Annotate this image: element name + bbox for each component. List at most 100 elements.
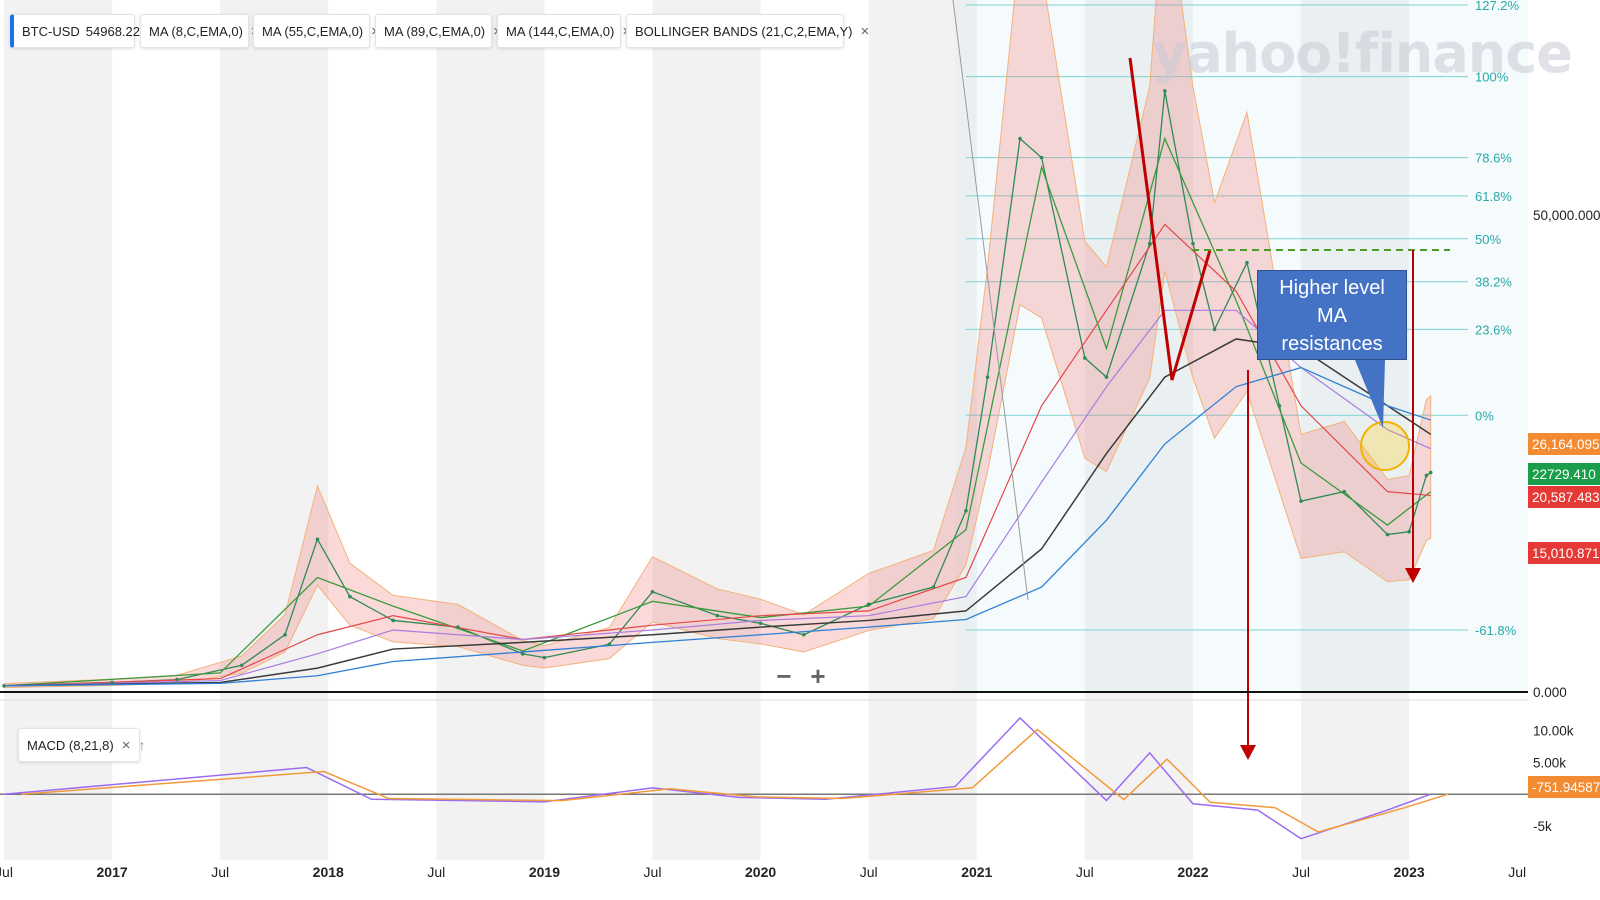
indicator-label: MA (8,C,EMA,0) [149, 23, 243, 39]
x-tick-label: 2020 [745, 864, 776, 880]
price-point [1424, 473, 1429, 478]
price-point [456, 625, 460, 629]
price-point [283, 632, 287, 637]
price-tag: 20,587.483 [1528, 486, 1600, 508]
fib-label: 127.2% [1475, 0, 1520, 13]
fibonacci-levels: 127.2% 100% 78.6% 61.8% 50% 38.2% 23.6% 0% -61.8… [965, 0, 1520, 638]
indicator-label: MA (89,C,EMA,0) [384, 23, 486, 39]
price-point [1212, 327, 1217, 332]
time-band [436, 0, 545, 860]
watermark-logo: yahoo!finance [1152, 22, 1573, 85]
price-point [866, 602, 871, 607]
x-tick-label: Jul [1292, 864, 1310, 880]
x-tick-label: Jul [1076, 864, 1094, 880]
price-point [1342, 489, 1347, 494]
price-point [1299, 499, 1303, 503]
price-point [1407, 529, 1411, 534]
arrow-up-icon[interactable]: ↑ [138, 737, 146, 753]
price-point [1385, 532, 1390, 537]
x-tick-label: 2022 [1177, 864, 1208, 880]
bollinger-band [3, 0, 1432, 689]
axes: 50,000.000 0.000 10.00k 5.00k -5k Jul 2017 Jul 2… [0, 208, 1600, 880]
callout-pointer [1355, 360, 1385, 428]
price-axis-label: 50,000.000 [1533, 208, 1600, 223]
indicator-chip-ma144[interactable]: MA (144,C,EMA,0) × [497, 14, 631, 48]
signal-line [21, 728, 1449, 833]
price-point [1245, 260, 1249, 265]
x-tick-label: Jul [427, 864, 445, 880]
x-tick-label: Jul [1508, 864, 1526, 880]
macd-axis-label: 10.00k [1533, 724, 1574, 739]
fib-label: -61.8% [1475, 623, 1517, 638]
time-band [652, 0, 761, 860]
series-lines [2, 0, 1433, 689]
price-point [650, 590, 655, 594]
x-tick-label: 2021 [961, 864, 992, 880]
price-point [1039, 155, 1044, 160]
price-point [1147, 241, 1152, 246]
price-point [931, 585, 936, 589]
zoom-out-button[interactable]: − [770, 661, 798, 691]
price-point [391, 618, 395, 623]
price-tag: 22729.410 [1528, 463, 1600, 485]
price-axis-label: 0.000 [1533, 685, 1567, 700]
fib-label: 100% [1475, 70, 1509, 85]
price-point [985, 375, 990, 379]
indicator-chip-ma8[interactable]: MA (8,C,EMA,0) × [140, 14, 260, 48]
fib-label: 0% [1475, 408, 1494, 423]
fib-label: 23.6% [1475, 322, 1512, 337]
price-point [315, 537, 320, 542]
close-icon[interactable]: × [860, 22, 870, 40]
price-point [542, 655, 547, 660]
fib-label: 38.2% [1475, 275, 1512, 290]
x-tick-label: 2018 [313, 864, 344, 880]
ticker-value: 54968.223 [85, 23, 148, 39]
price-point [348, 594, 352, 599]
series-line-1 [3, 136, 1432, 687]
x-tick-label: Jul [644, 864, 662, 880]
callout-line: MA [1317, 305, 1347, 327]
fib-label: 50% [1475, 232, 1501, 247]
series-line-5 [3, 366, 1431, 687]
price-point [802, 632, 806, 637]
background-bands [0, 0, 1528, 860]
price-tag: 15,010.871 [1528, 542, 1600, 564]
callout-line: resistances [1281, 333, 1383, 355]
price-point [1191, 241, 1195, 246]
x-tick-label: Jul [211, 864, 229, 880]
macd-axis-label: -5k [1533, 819, 1552, 834]
highlight-circle [1360, 421, 1410, 471]
price-point [1277, 403, 1282, 408]
price-point [110, 680, 114, 685]
price-point [2, 683, 6, 688]
time-band [4, 0, 113, 860]
indicator-label: MA (144,C,EMA,0) [506, 23, 615, 39]
ticker-chip[interactable]: BTC-USD 54968.223 [10, 14, 147, 48]
ticker-label: BTC-USD [22, 23, 80, 39]
callout-line: Higher level [1279, 277, 1385, 299]
macd-label: MACD (8,21,8) [27, 737, 114, 753]
indicator-chip-ma89[interactable]: MA (89,C,EMA,0) × [375, 14, 502, 48]
x-tick-label: 2017 [97, 864, 128, 880]
zoom-in-button[interactable]: + [804, 661, 832, 691]
x-tick-label: Jul [860, 864, 878, 880]
time-band [1301, 0, 1410, 860]
indicator-chip-bollinger[interactable]: BOLLINGER BANDS (21,C,2,EMA,Y) × [626, 14, 869, 48]
zigzag-pattern [1128, 57, 1212, 381]
macd-chip[interactable]: MACD (8,21,8) × ↑ [18, 728, 145, 762]
macd-line [3, 716, 1431, 840]
price-point [1018, 136, 1022, 141]
macd-axis-label: 5.00k [1533, 755, 1566, 770]
fib-label: 78.6% [1475, 151, 1512, 166]
indicator-label: BOLLINGER BANDS (21,C,2,EMA,Y) [635, 23, 853, 39]
indicator-chip-ma55[interactable]: MA (55,C,EMA,0) × [253, 14, 380, 48]
fib-label: 61.8% [1475, 189, 1512, 204]
price-point [1428, 470, 1433, 475]
close-icon[interactable]: × [121, 736, 131, 754]
price-point [964, 508, 968, 513]
price-point [1083, 356, 1087, 360]
time-band [220, 0, 329, 860]
price-point [607, 642, 612, 647]
x-tick-label: 2019 [529, 864, 560, 880]
